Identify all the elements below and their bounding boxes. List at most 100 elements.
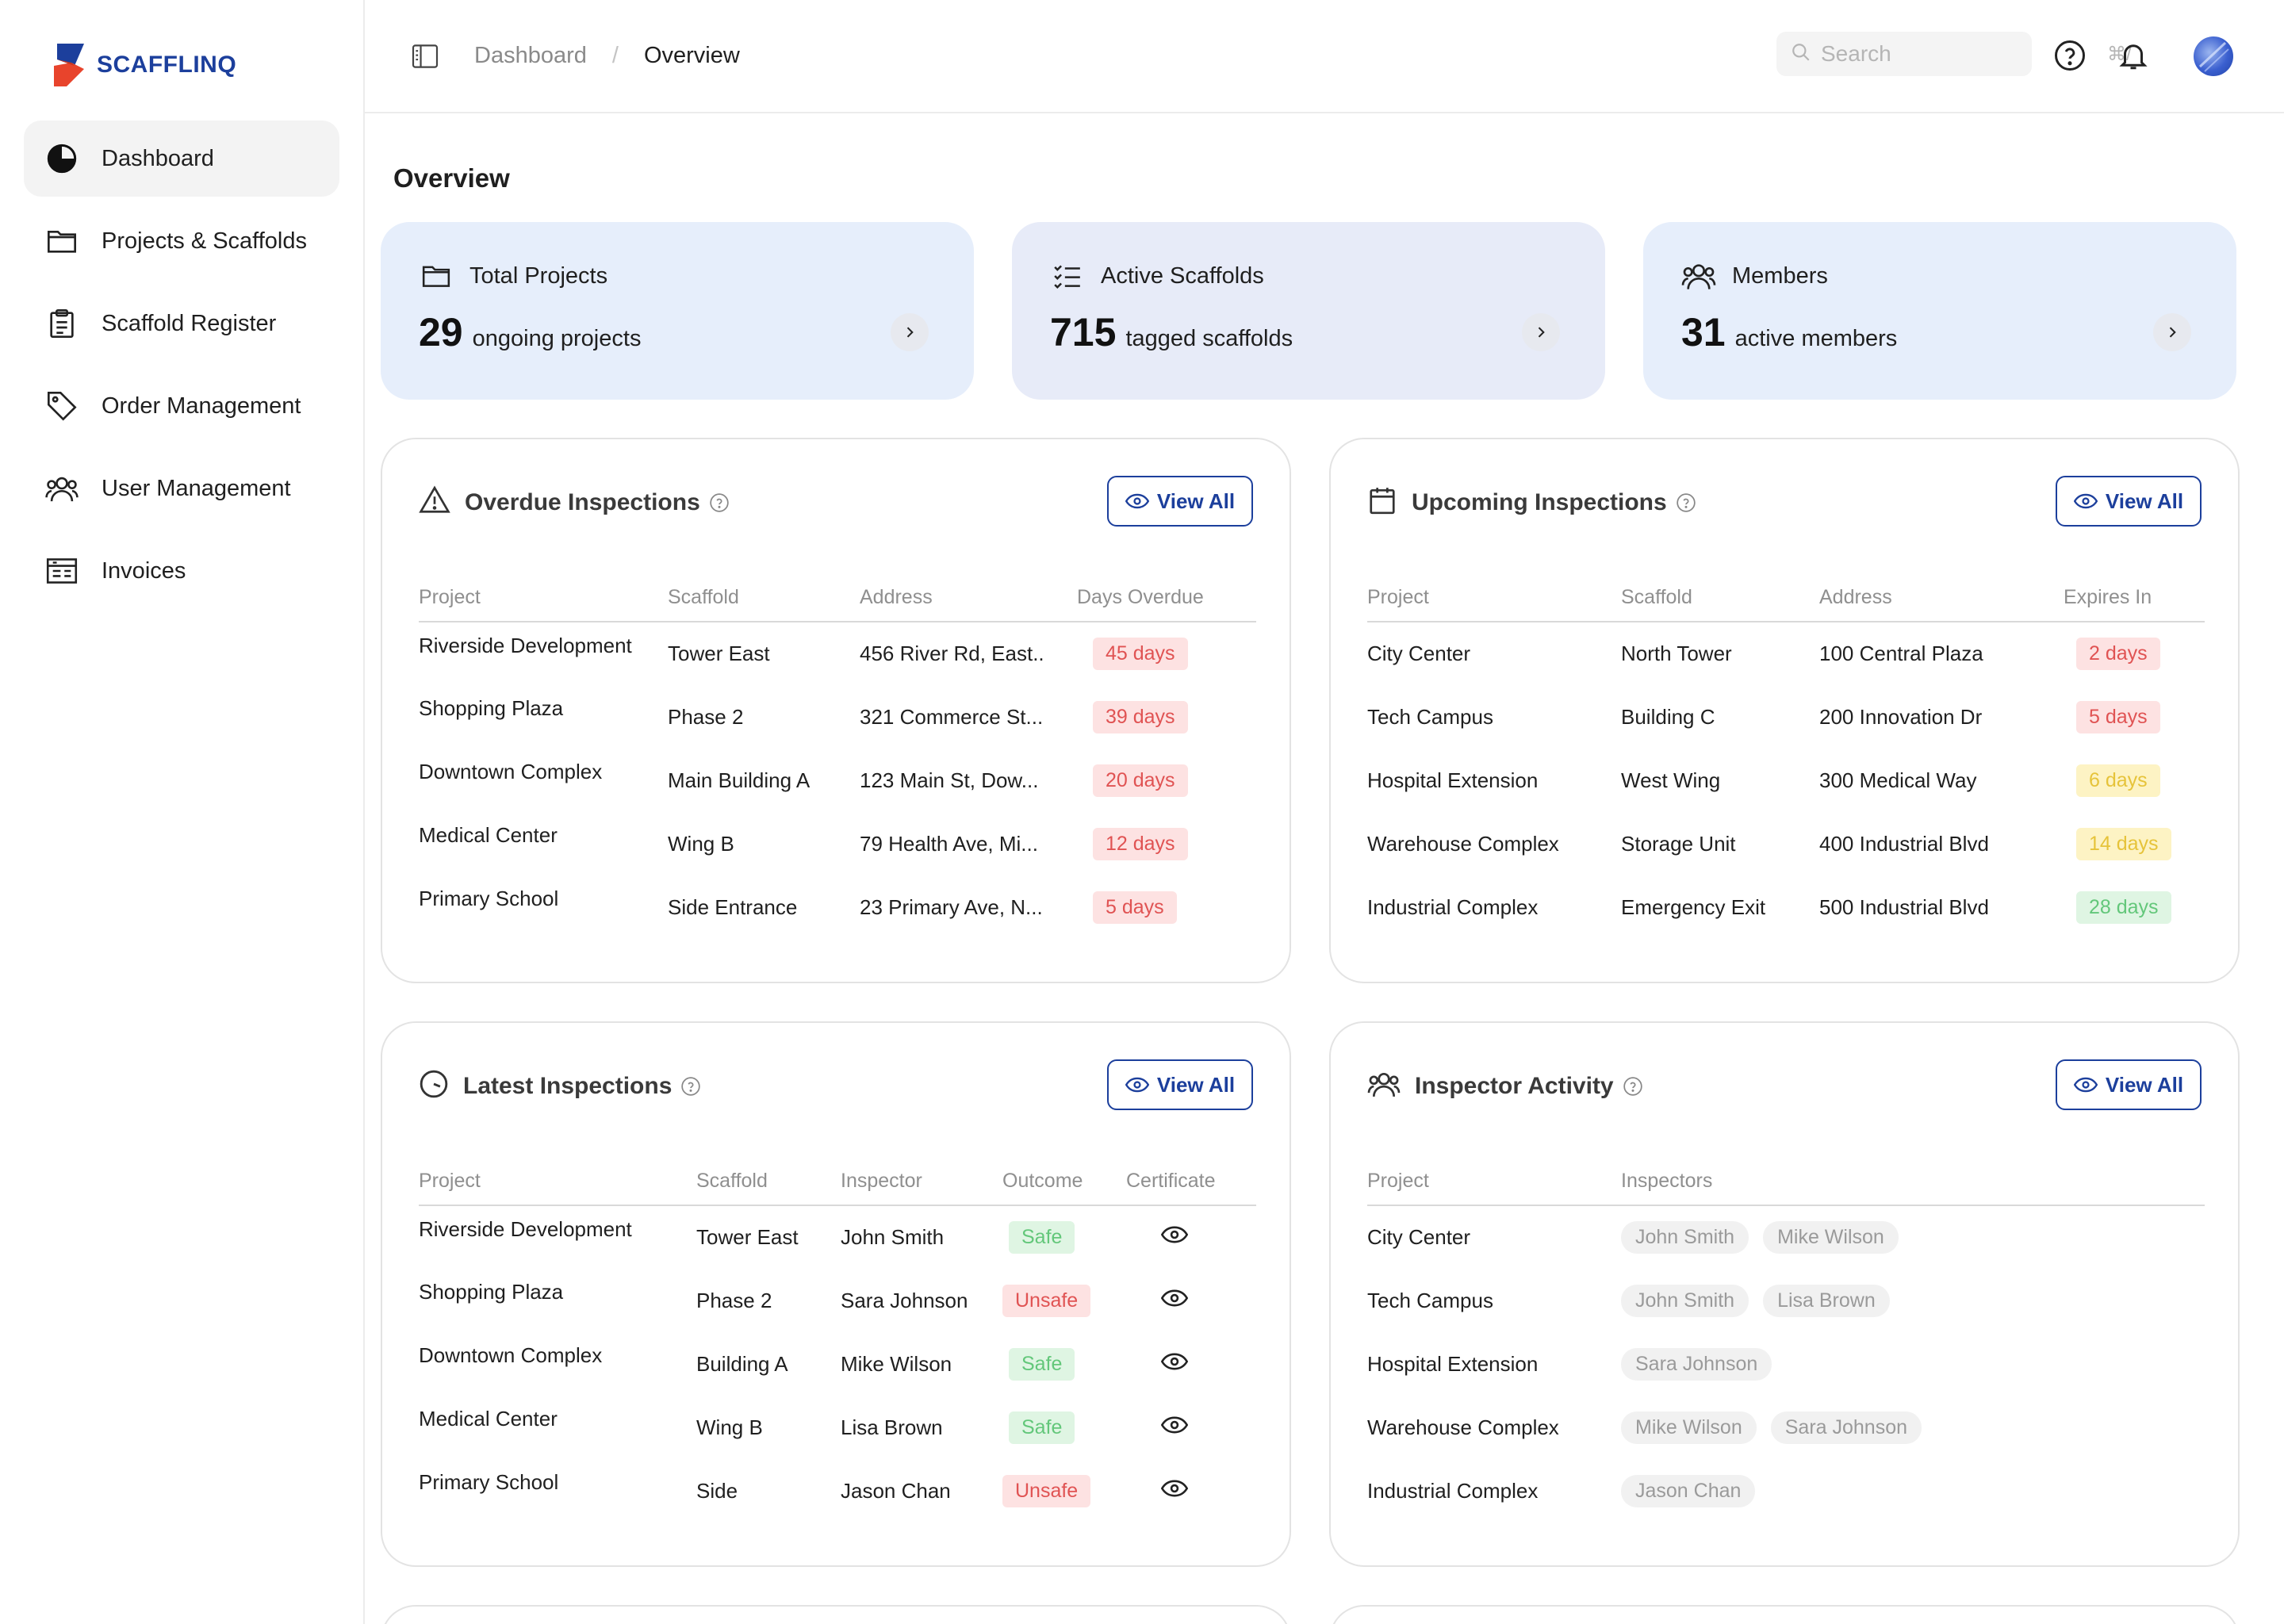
stat-arrow-button[interactable] bbox=[2152, 312, 2192, 352]
view-all-button[interactable]: View All bbox=[2056, 1059, 2202, 1110]
sidebar-item-projects[interactable]: Projects & Scaffolds bbox=[24, 203, 339, 279]
inspector-cell: Jason Chan bbox=[841, 1478, 951, 1503]
column-header: Expires In bbox=[2064, 574, 2205, 622]
inspector-chip[interactable]: John Smith bbox=[1621, 1221, 1749, 1254]
project-cell: Warehouse Complex bbox=[1367, 1415, 1559, 1439]
table-row[interactable]: Shopping Plaza Phase 2 321 Commerce St... 3… bbox=[419, 685, 1256, 749]
project-cell: Warehouse Complex bbox=[1367, 831, 1559, 856]
stat-card-total-projects[interactable]: Total Projects 29 ongoing projects bbox=[381, 222, 974, 400]
help-icon[interactable] bbox=[708, 492, 730, 514]
view-certificate-icon[interactable] bbox=[1160, 1415, 1189, 1439]
view-all-label: View All bbox=[2105, 1072, 2184, 1097]
scaffold-cell: Wing B bbox=[668, 831, 734, 856]
table-row[interactable]: Shopping Plaza Phase 2 Sara Johnson Unsafe bbox=[419, 1269, 1256, 1332]
topbar: Dashboard / Overview ⌘/ bbox=[365, 0, 2284, 113]
address-cell: 400 Industrial Blvd bbox=[1819, 831, 1989, 856]
table-row[interactable]: Riverside Development Tower East John Smit… bbox=[419, 1205, 1256, 1269]
view-all-button[interactable]: View All bbox=[2056, 476, 2202, 527]
scaffold-cell: Side bbox=[696, 1478, 738, 1503]
table-row[interactable]: Tech Campus John Smith Lisa Brown bbox=[1367, 1269, 2205, 1332]
latest-inspections-panel: Latest Inspections View All Project Scaf… bbox=[381, 1021, 1291, 1567]
stat-card-active-scaffolds[interactable]: Active Scaffolds 715 tagged scaffolds bbox=[1012, 222, 1605, 400]
days-overdue-badge: 20 days bbox=[1093, 764, 1188, 797]
column-header: Outcome bbox=[1002, 1158, 1126, 1206]
inspector-cell: Lisa Brown bbox=[841, 1415, 943, 1439]
stat-title: Total Projects bbox=[469, 262, 608, 289]
help-icon[interactable] bbox=[680, 1075, 702, 1097]
days-overdue-badge: 5 days bbox=[1093, 891, 1177, 924]
view-all-button[interactable]: View All bbox=[1107, 476, 1253, 527]
scaffold-cell: Emergency Exit bbox=[1621, 894, 1766, 919]
inspector-chip[interactable]: Jason Chan bbox=[1621, 1474, 1756, 1507]
sidebar: SCAFFLINQ Dashboard Projects & Scaffolds… bbox=[0, 0, 365, 1624]
table-row[interactable]: Tech Campus Building C 200 Innovation Dr 5 … bbox=[1367, 685, 2205, 749]
table-row[interactable]: Warehouse Complex Mike Wilson Sara Johnson bbox=[1367, 1396, 2205, 1459]
checklist-icon bbox=[1050, 259, 1085, 293]
table-row[interactable]: Industrial Complex Jason Chan bbox=[1367, 1459, 2205, 1522]
view-certificate-icon[interactable] bbox=[1160, 1479, 1189, 1503]
sidebar-item-label: Order Management bbox=[102, 393, 301, 419]
table-row[interactable]: Industrial Complex Emergency Exit 500 Indu… bbox=[1367, 875, 2205, 939]
address-cell: 100 Central Plaza bbox=[1819, 642, 1983, 665]
inspector-chip[interactable]: Sara Johnson bbox=[1621, 1347, 1772, 1381]
help-icon[interactable] bbox=[2051, 36, 2089, 75]
column-header: Inspector bbox=[841, 1158, 1002, 1206]
sidebar-item-invoices[interactable]: Invoices bbox=[24, 533, 339, 609]
sidebar-item-label: User Management bbox=[102, 475, 291, 501]
bell-icon[interactable] bbox=[2114, 36, 2152, 75]
activity-table: Project Inspectors City Center John Smith… bbox=[1367, 1158, 2205, 1522]
view-certificate-icon[interactable] bbox=[1160, 1225, 1189, 1249]
inspector-chip[interactable]: Mike Wilson bbox=[1621, 1411, 1757, 1444]
help-icon[interactable] bbox=[1675, 492, 1697, 514]
scaffold-cell: Main Building A bbox=[668, 768, 811, 792]
table-row[interactable]: City Center North Tower 100 Central Plaza 2… bbox=[1367, 622, 2205, 685]
help-icon[interactable] bbox=[1622, 1075, 1644, 1097]
stat-arrow-button[interactable] bbox=[890, 312, 929, 352]
sidebar-item-order-management[interactable]: Order Management bbox=[24, 368, 339, 444]
pill-cell: Unsafe bbox=[1002, 1459, 1126, 1522]
logo-mark-icon bbox=[52, 42, 89, 88]
scaffold-cell: Storage Unit bbox=[1621, 831, 1736, 856]
table-row[interactable]: Medical Center Wing B 79 Health Ave, Mi...… bbox=[419, 812, 1256, 875]
sidebar-item-user-management[interactable]: User Management bbox=[24, 450, 339, 527]
inspectors-cell: John Smith Lisa Brown bbox=[1621, 1269, 2205, 1332]
project-cell: Hospital Extension bbox=[1367, 1351, 1539, 1376]
table-row[interactable]: Primary School Side Entrance 23 Primary Av… bbox=[419, 875, 1256, 939]
table-row[interactable]: Downtown Complex Building A Mike Wilson Saf… bbox=[419, 1332, 1256, 1396]
project-cell: Downtown Complex bbox=[419, 760, 603, 783]
chevron-right-icon bbox=[1522, 313, 1560, 351]
table-row[interactable]: Riverside Development Tower East 456 River… bbox=[419, 622, 1256, 685]
outcome-badge: Unsafe bbox=[1002, 1474, 1091, 1507]
tag-icon bbox=[44, 389, 79, 423]
inspector-cell: Sara Johnson bbox=[841, 1288, 968, 1312]
sidebar-toggle-icon[interactable] bbox=[409, 40, 441, 72]
panel-title: Overdue Inspections bbox=[465, 488, 700, 515]
table-row[interactable]: Hospital Extension West Wing 300 Medical W… bbox=[1367, 749, 2205, 812]
avatar[interactable] bbox=[2194, 36, 2233, 76]
view-certificate-icon[interactable] bbox=[1160, 1352, 1189, 1376]
table-row[interactable]: Medical Center Wing B Lisa Brown Safe bbox=[419, 1396, 1256, 1459]
view-certificate-icon[interactable] bbox=[1160, 1289, 1189, 1312]
sidebar-item-dashboard[interactable]: Dashboard bbox=[24, 121, 339, 197]
sidebar-item-scaffold-register[interactable]: Scaffold Register bbox=[24, 285, 339, 362]
inspector-chip[interactable]: Mike Wilson bbox=[1763, 1221, 1899, 1254]
days-overdue-badge: 45 days bbox=[1093, 638, 1188, 670]
table-row[interactable]: City Center John Smith Mike Wilson bbox=[1367, 1205, 2205, 1269]
stat-arrow-button[interactable] bbox=[1521, 312, 1561, 352]
inspector-chip[interactable]: Lisa Brown bbox=[1763, 1284, 1890, 1317]
table-row[interactable]: Downtown Complex Main Building A 123 Main … bbox=[419, 749, 1256, 812]
view-all-button[interactable]: View All bbox=[1107, 1059, 1253, 1110]
inspector-chip[interactable]: John Smith bbox=[1621, 1284, 1749, 1317]
stat-card-members[interactable]: Members 31 active members bbox=[1643, 222, 2236, 400]
search-box[interactable]: ⌘/ bbox=[1776, 32, 2132, 76]
table-row[interactable]: Warehouse Complex Storage Unit 400 Industr… bbox=[1367, 812, 2205, 875]
inspector-chip[interactable]: Sara Johnson bbox=[1770, 1411, 1922, 1444]
eye-icon bbox=[1125, 492, 1149, 510]
logo[interactable]: SCAFFLINQ bbox=[52, 33, 339, 97]
project-cell: Riverside Development bbox=[419, 1217, 632, 1241]
pill-cell: 14 days bbox=[2064, 812, 2205, 875]
table-row[interactable]: Primary School Side Jason Chan Unsafe bbox=[419, 1459, 1256, 1522]
expires-in-badge: 6 days bbox=[2076, 764, 2160, 797]
table-row[interactable]: Hospital Extension Sara Johnson bbox=[1367, 1332, 2205, 1396]
breadcrumb-dashboard[interactable]: Dashboard bbox=[474, 43, 587, 68]
